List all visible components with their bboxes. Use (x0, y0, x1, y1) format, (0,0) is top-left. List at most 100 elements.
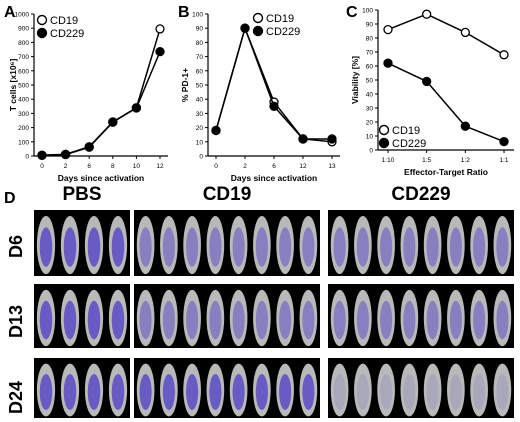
legend-label-cd19: CD19 (266, 13, 294, 25)
series-line-cd229 (41, 51, 161, 157)
mouse-body (330, 215, 349, 275)
bioluminescence-signal (255, 300, 268, 340)
mouse-body (423, 289, 442, 347)
bioluminescence-signal (232, 374, 245, 410)
imaging-panel (134, 358, 320, 418)
x-tick-label: 1:10 (382, 157, 395, 164)
mouse-body (470, 289, 488, 347)
legend-marker-cd229 (36, 27, 48, 39)
y-tick-label: 100 (362, 8, 373, 15)
bioluminescence-signal (63, 300, 77, 340)
y-tick-label: 30 (366, 106, 374, 113)
y-tick-label: 500 (18, 83, 29, 90)
bioluminescence-signal (63, 227, 77, 267)
y-axis-label: T cells [x10⁶] (8, 59, 18, 112)
x-tick-label: 6 (87, 163, 91, 170)
chart-c: 0 10 20 30 40 50 60 70 80 90 100 1:10 1:5 1:2 1:1 Effec… (350, 8, 514, 177)
bioluminescence-signal (162, 300, 175, 340)
y-tick-label: 1000 (15, 12, 30, 19)
bioluminescence-signal (279, 374, 292, 410)
y-tick-label: 400 (18, 97, 29, 104)
bioluminescence-signal (186, 374, 199, 410)
legend-marker-cd19 (378, 124, 390, 136)
mouse-silhouettes (330, 363, 512, 417)
data-point-cd229 (327, 134, 337, 144)
x-tick-label: 12 (156, 163, 164, 170)
group-title-cd229: CD229 (391, 184, 451, 205)
bioluminescence-signal (111, 227, 125, 267)
mouse-silhouettes (36, 363, 128, 417)
mouse-body (377, 215, 395, 275)
series-line-cd19 (215, 25, 333, 143)
bioluminescence-signal (426, 374, 439, 410)
bioluminescence-signal (473, 227, 486, 267)
chart-b: 0 10 20 30 40 50 60 70 80 90 100 0 2 6 12 13 Days since … (180, 12, 340, 183)
imaging-panel (34, 358, 130, 418)
x-tick-label: 1:5 (422, 157, 431, 164)
bioluminescence-signal (87, 227, 101, 267)
bioluminescence-signal (186, 300, 199, 340)
bioluminescence-signal (279, 300, 292, 340)
y-tick-label: 20 (196, 125, 204, 132)
bioluminescence-signal (302, 227, 315, 267)
legend-label-cd19: CD19 (50, 15, 78, 27)
y-tick-label: 80 (196, 40, 204, 47)
bioluminescence-signal (39, 300, 53, 340)
y-tick-label: 60 (196, 68, 204, 75)
data-point-cd229 (60, 149, 71, 160)
bioluminescence-signal (426, 227, 439, 267)
imaging-panel (328, 358, 514, 418)
bioluminescence-signal (333, 300, 346, 340)
mouse-body (377, 289, 395, 347)
mouse-body (253, 215, 271, 275)
mouse-silhouettes (330, 289, 512, 347)
bioluminescence-signal (449, 374, 462, 410)
mouse-body (423, 363, 442, 417)
bioluminescence-signal (87, 300, 101, 340)
imaging-panel (34, 210, 130, 276)
x-tick-label: 0 (214, 163, 218, 170)
bioluminescence-signal (209, 300, 222, 340)
mouse-body (423, 215, 442, 275)
y-tick-label: 40 (366, 92, 374, 99)
y-tick-label: 70 (366, 50, 374, 57)
row-label-d6: D6 (6, 234, 26, 258)
group-title-cd19: CD19 (202, 184, 252, 205)
mouse-silhouettes (136, 363, 318, 417)
y-tick-label: 80 (366, 36, 374, 43)
legend-label-cd229: CD229 (50, 28, 84, 40)
bioluminescence-signal (111, 374, 125, 410)
data-point-cd229 (298, 134, 308, 144)
mouse-body (206, 215, 225, 275)
bioluminescence-signal (63, 374, 77, 410)
bioluminescence-signal (333, 227, 346, 267)
bioluminescence-signal (380, 374, 393, 410)
mouse-body (206, 289, 225, 347)
data-point-cd229 (422, 76, 432, 87)
data-point-cd229 (211, 125, 221, 136)
mouse-body (493, 363, 512, 417)
mouse-body (377, 363, 395, 417)
y-tick-label: 20 (366, 120, 374, 127)
mouse-silhouettes (36, 289, 128, 347)
bioluminescence-signal (356, 227, 369, 267)
mouse-body (229, 289, 248, 347)
y-tick-label: 100 (18, 139, 29, 146)
x-tick-label: 2 (243, 163, 247, 170)
y-tick-label: 60 (366, 64, 374, 71)
imaging-panel (34, 284, 130, 348)
mouse-silhouettes (36, 215, 128, 275)
mouse-body (493, 289, 512, 347)
data-point-cd229 (269, 101, 279, 111)
y-tick-label: 200 (18, 125, 29, 132)
mouse-body (299, 215, 318, 275)
bioluminescence-signal (162, 374, 175, 410)
data-point-cd229 (499, 136, 509, 147)
bioluminescence-signal (139, 227, 152, 267)
data-point-cd19 (383, 24, 393, 35)
bioluminescence-signal (356, 374, 369, 410)
mouse-body (330, 289, 349, 347)
bioluminescence-signal (302, 300, 315, 340)
bioluminescence-signal (449, 300, 462, 340)
mouse-body (330, 363, 349, 417)
